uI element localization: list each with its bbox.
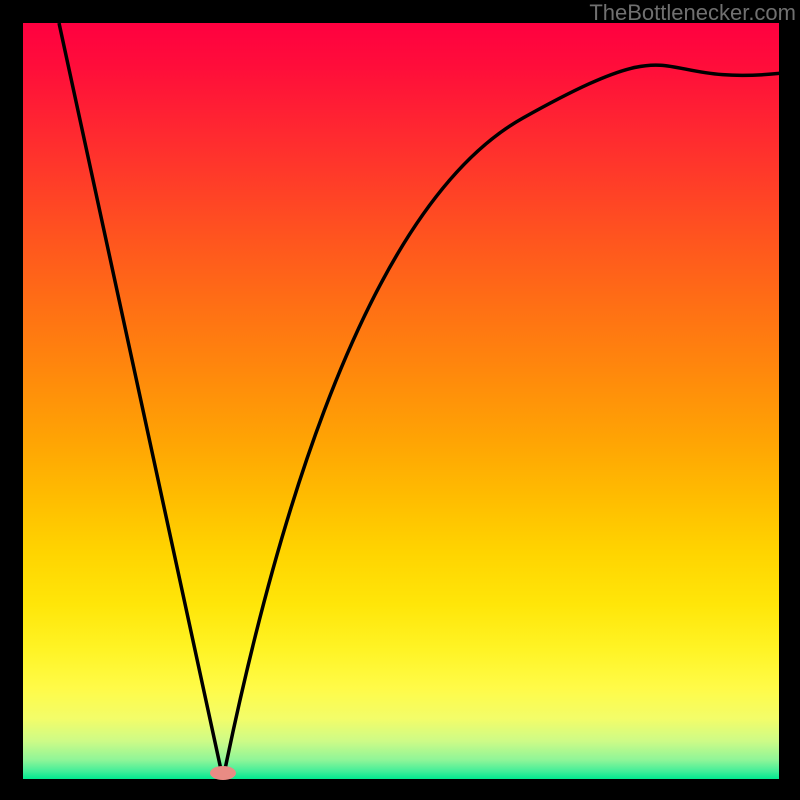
- chart-root: TheBottlenecker.com: [0, 0, 800, 800]
- curve-layer: [23, 23, 779, 779]
- plot-area: [23, 23, 779, 779]
- watermark-text: TheBottlenecker.com: [589, 0, 796, 26]
- valley-marker: [210, 766, 236, 780]
- bottleneck-curve: [59, 23, 779, 779]
